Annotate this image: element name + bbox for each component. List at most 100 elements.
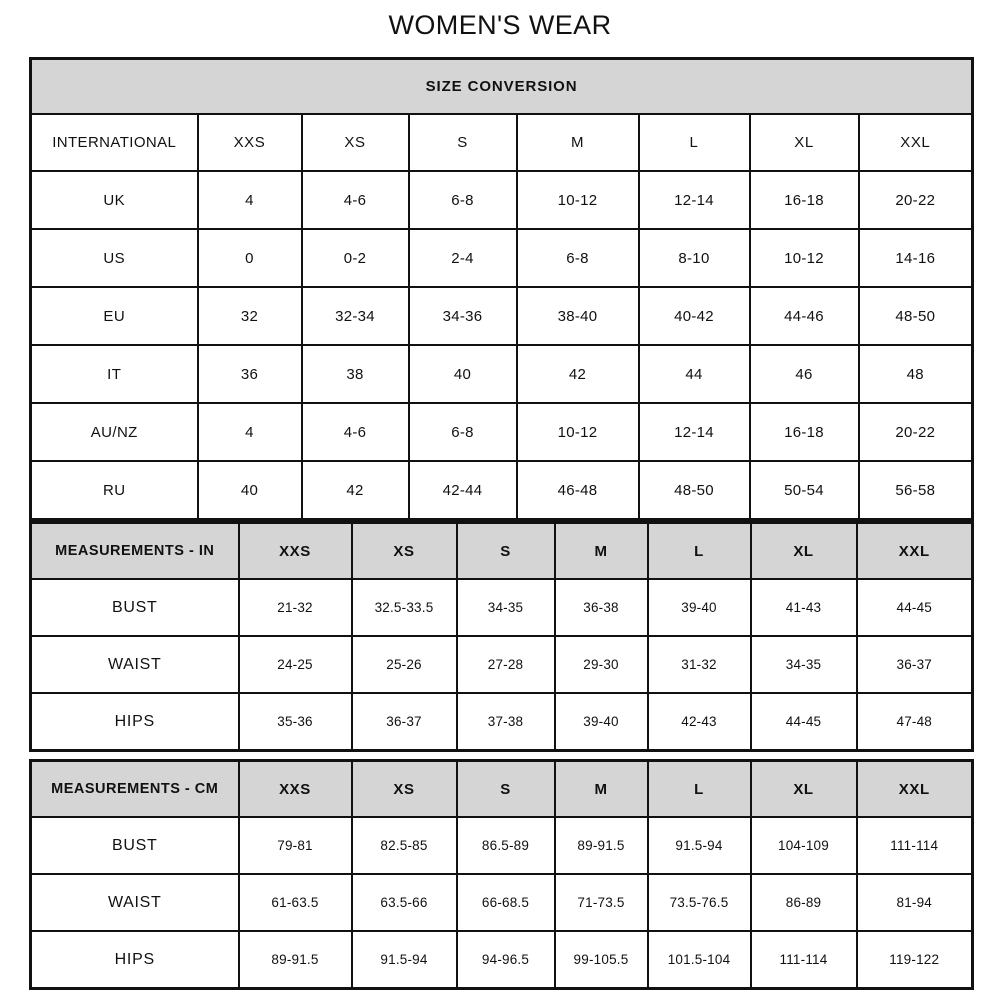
table-row: US 0 0-2 2-4 6-8 8-10 10-12 14-16 bbox=[29, 228, 974, 288]
cell-cm-bust-m: 89-91.5 bbox=[553, 816, 649, 875]
cell-cm-bust-xxl: 111-114 bbox=[855, 816, 974, 875]
cell-aunz-xxs: 4 bbox=[196, 402, 303, 462]
header-label-international: INTERNATIONAL bbox=[29, 113, 199, 172]
cell-ru-xxl: 56-58 bbox=[857, 460, 974, 521]
header-cm-size-xs: XS bbox=[350, 759, 458, 818]
cell-cm-hips-s: 94-96.5 bbox=[455, 930, 556, 990]
row-label-it: IT bbox=[29, 344, 199, 404]
table-row: HIPS 35-36 36-37 37-38 39-40 42-43 44-45… bbox=[29, 692, 974, 752]
table-row: UK 4 4-6 6-8 10-12 12-14 16-18 20-22 bbox=[29, 170, 974, 230]
cell-it-xxl: 48 bbox=[857, 344, 974, 404]
cell-cm-waist-xxs: 61-63.5 bbox=[237, 873, 353, 932]
cell-us-l: 8-10 bbox=[637, 228, 751, 288]
cell-eu-l: 40-42 bbox=[637, 286, 751, 346]
row-label-in-bust: BUST bbox=[29, 578, 240, 637]
header-in-size-xxl: XXL bbox=[855, 521, 974, 580]
cell-it-xl: 46 bbox=[748, 344, 860, 404]
cell-in-waist-xs: 25-26 bbox=[350, 635, 458, 694]
cell-it-xs: 38 bbox=[300, 344, 410, 404]
cell-us-m: 6-8 bbox=[515, 228, 640, 288]
cell-in-bust-l: 39-40 bbox=[646, 578, 752, 637]
cell-in-waist-m: 29-30 bbox=[553, 635, 649, 694]
cell-eu-xxs: 32 bbox=[196, 286, 303, 346]
cell-us-xs: 0-2 bbox=[300, 228, 410, 288]
header-cm-size-xxl: XXL bbox=[855, 759, 974, 818]
header-size-xxs: XXS bbox=[196, 113, 303, 172]
cell-uk-xxs: 4 bbox=[196, 170, 303, 230]
table-header-row: INTERNATIONAL XXS XS S M L XL XXL bbox=[29, 113, 974, 172]
cell-cm-waist-xs: 63.5-66 bbox=[350, 873, 458, 932]
cell-in-waist-xxl: 36-37 bbox=[855, 635, 974, 694]
cell-ru-xs: 42 bbox=[300, 460, 410, 521]
measurements-centimeters-table: MEASUREMENTS - CM XXS XS S M L XL XXL BU… bbox=[29, 759, 974, 990]
table-row: IT 36 38 40 42 44 46 48 bbox=[29, 344, 974, 404]
cell-in-hips-m: 39-40 bbox=[553, 692, 649, 752]
cell-aunz-m: 10-12 bbox=[515, 402, 640, 462]
header-cm-size-xxs: XXS bbox=[237, 759, 353, 818]
cell-cm-bust-xl: 104-109 bbox=[749, 816, 858, 875]
header-size-l: L bbox=[637, 113, 751, 172]
cell-eu-m: 38-40 bbox=[515, 286, 640, 346]
cell-in-waist-l: 31-32 bbox=[646, 635, 752, 694]
cell-it-xxs: 36 bbox=[196, 344, 303, 404]
cell-cm-waist-xxl: 81-94 bbox=[855, 873, 974, 932]
header-label-measurements-in: MEASUREMENTS - IN bbox=[29, 521, 240, 580]
cell-in-hips-xxl: 47-48 bbox=[855, 692, 974, 752]
row-label-in-waist: WAIST bbox=[29, 635, 240, 694]
cell-it-l: 44 bbox=[637, 344, 751, 404]
cell-in-waist-s: 27-28 bbox=[455, 635, 556, 694]
cell-ru-xxs: 40 bbox=[196, 460, 303, 521]
cell-in-waist-xxs: 24-25 bbox=[237, 635, 353, 694]
header-size-xs: XS bbox=[300, 113, 410, 172]
cell-aunz-xl: 16-18 bbox=[748, 402, 860, 462]
cell-cm-hips-xxs: 89-91.5 bbox=[237, 930, 353, 990]
table-row: RU 40 42 42-44 46-48 48-50 50-54 56-58 bbox=[29, 460, 974, 521]
cell-uk-l: 12-14 bbox=[637, 170, 751, 230]
cell-cm-waist-m: 71-73.5 bbox=[553, 873, 649, 932]
size-conversion-table: SIZE CONVERSION INTERNATIONAL XXS XS S M… bbox=[29, 57, 975, 521]
cell-cm-hips-l: 101.5-104 bbox=[646, 930, 752, 990]
cell-cm-hips-xl: 111-114 bbox=[749, 930, 858, 990]
cell-in-bust-xs: 32.5-33.5 bbox=[350, 578, 458, 637]
table-header-row: MEASUREMENTS - CM XXS XS S M L XL XXL bbox=[29, 759, 974, 818]
cell-cm-bust-xxs: 79-81 bbox=[237, 816, 353, 875]
table-row: BUST 79-81 82.5-85 86.5-89 89-91.5 91.5-… bbox=[29, 816, 974, 875]
header-in-size-s: S bbox=[455, 521, 556, 580]
cell-aunz-xxl: 20-22 bbox=[857, 402, 974, 462]
cell-ru-m: 46-48 bbox=[515, 460, 640, 521]
header-in-size-xs: XS bbox=[350, 521, 458, 580]
cell-uk-m: 10-12 bbox=[515, 170, 640, 230]
header-size-s: S bbox=[407, 113, 518, 172]
header-cm-size-xl: XL bbox=[749, 759, 858, 818]
cell-in-hips-xl: 44-45 bbox=[749, 692, 858, 752]
cell-cm-hips-m: 99-105.5 bbox=[553, 930, 649, 990]
cell-us-xl: 10-12 bbox=[748, 228, 860, 288]
cell-aunz-s: 6-8 bbox=[407, 402, 518, 462]
header-cm-size-s: S bbox=[455, 759, 556, 818]
table-header-row: MEASUREMENTS - IN XXS XS S M L XL XXL bbox=[29, 521, 974, 580]
cell-uk-xl: 16-18 bbox=[748, 170, 860, 230]
table-row: HIPS 89-91.5 91.5-94 94-96.5 99-105.5 10… bbox=[29, 930, 974, 990]
cell-uk-s: 6-8 bbox=[407, 170, 518, 230]
row-label-cm-waist: WAIST bbox=[29, 873, 240, 932]
cell-eu-xl: 44-46 bbox=[748, 286, 860, 346]
row-label-aunz: AU/NZ bbox=[29, 402, 199, 462]
cell-in-hips-xxs: 35-36 bbox=[237, 692, 353, 752]
cell-eu-s: 34-36 bbox=[407, 286, 518, 346]
row-label-in-hips: HIPS bbox=[29, 692, 240, 752]
cell-cm-hips-xs: 91.5-94 bbox=[350, 930, 458, 990]
cell-in-bust-s: 34-35 bbox=[455, 578, 556, 637]
table-row: BUST 21-32 32.5-33.5 34-35 36-38 39-40 4… bbox=[29, 578, 974, 637]
row-label-cm-hips: HIPS bbox=[29, 930, 240, 990]
measurements-inches-table: MEASUREMENTS - IN XXS XS S M L XL XXL BU… bbox=[29, 521, 974, 752]
table-row: WAIST 61-63.5 63.5-66 66-68.5 71-73.5 73… bbox=[29, 873, 974, 932]
header-in-size-xxs: XXS bbox=[237, 521, 353, 580]
row-label-cm-bust: BUST bbox=[29, 816, 240, 875]
cell-it-m: 42 bbox=[515, 344, 640, 404]
header-cm-size-m: M bbox=[553, 759, 649, 818]
row-label-uk: UK bbox=[29, 170, 199, 230]
table-row: WAIST 24-25 25-26 27-28 29-30 31-32 34-3… bbox=[29, 635, 974, 694]
cell-in-hips-xs: 36-37 bbox=[350, 692, 458, 752]
size-conversion-banner: SIZE CONVERSION bbox=[29, 57, 974, 115]
